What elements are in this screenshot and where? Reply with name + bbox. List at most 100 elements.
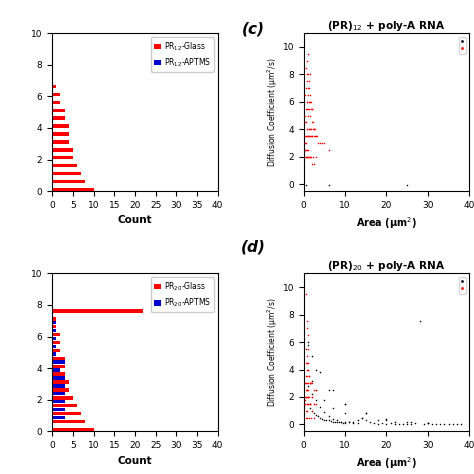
Point xyxy=(302,414,310,421)
Point xyxy=(304,366,312,374)
Point xyxy=(441,420,448,428)
Bar xyxy=(52,404,77,408)
Point xyxy=(304,393,312,401)
Point xyxy=(303,77,311,85)
Point xyxy=(379,419,386,427)
Point xyxy=(304,341,312,348)
Point xyxy=(303,132,311,140)
Point xyxy=(457,420,465,428)
Bar xyxy=(52,191,164,195)
Point xyxy=(391,418,399,426)
Point xyxy=(308,132,315,140)
Point xyxy=(307,126,314,133)
Point xyxy=(303,386,310,394)
Point xyxy=(358,414,365,421)
Point xyxy=(306,380,314,387)
Point xyxy=(303,153,311,161)
Point xyxy=(337,419,345,426)
Point xyxy=(304,325,311,332)
Point xyxy=(339,419,347,427)
Point xyxy=(304,153,311,161)
Point xyxy=(325,417,332,424)
Bar xyxy=(52,408,64,411)
Y-axis label: Diffusion Coefficient (μm$^2$/s): Diffusion Coefficient (μm$^2$/s) xyxy=(265,57,280,167)
Point xyxy=(304,132,312,140)
Point xyxy=(302,146,310,154)
Bar xyxy=(52,345,56,348)
Bar xyxy=(52,109,64,112)
Point xyxy=(325,386,332,394)
Point xyxy=(453,420,461,428)
Point xyxy=(304,98,311,106)
Point xyxy=(403,420,411,428)
Title: (PR)$_{12}$ + poly-A RNA: (PR)$_{12}$ + poly-A RNA xyxy=(328,19,446,33)
Point xyxy=(313,132,321,140)
Point xyxy=(303,352,311,360)
Point xyxy=(383,417,390,424)
Point xyxy=(308,105,315,112)
Point xyxy=(302,407,310,415)
Bar xyxy=(52,337,56,340)
Point xyxy=(304,71,311,78)
Point xyxy=(325,181,332,189)
Point xyxy=(310,400,318,408)
Point xyxy=(304,132,312,140)
Point xyxy=(301,146,309,154)
Point xyxy=(383,420,390,428)
Point xyxy=(309,126,317,133)
Bar xyxy=(52,85,56,88)
Point xyxy=(312,153,320,161)
Point xyxy=(317,139,324,147)
Point xyxy=(304,386,311,394)
Point xyxy=(304,345,312,353)
Point xyxy=(341,410,349,417)
Legend: PR$_{12}$-Glass, PR$_{12}$-APTMS: PR$_{12}$-Glass, PR$_{12}$-APTMS xyxy=(151,37,214,72)
Point xyxy=(370,419,378,427)
Bar xyxy=(52,156,73,159)
Point xyxy=(303,146,310,154)
Bar xyxy=(52,376,64,380)
Point xyxy=(302,373,310,380)
Point xyxy=(306,400,313,408)
Point xyxy=(308,414,315,421)
X-axis label: Area (μm$^2$): Area (μm$^2$) xyxy=(356,456,417,472)
Bar xyxy=(52,132,69,136)
Bar xyxy=(52,353,56,356)
Point xyxy=(310,400,318,408)
Point xyxy=(416,318,423,325)
Point xyxy=(302,380,310,387)
Point xyxy=(403,181,411,189)
Point xyxy=(303,98,310,106)
Point xyxy=(304,393,312,401)
Y-axis label: Diffusion Coefficient (μm$^2$/s): Diffusion Coefficient (μm$^2$/s) xyxy=(265,298,280,407)
Bar xyxy=(52,365,64,368)
Point xyxy=(302,393,310,401)
Point xyxy=(350,419,357,427)
Point xyxy=(304,50,312,57)
Point xyxy=(346,419,353,426)
Bar xyxy=(52,388,69,392)
Point xyxy=(428,420,436,428)
Point xyxy=(308,377,316,384)
Point xyxy=(374,420,382,428)
Point xyxy=(308,391,316,398)
Point xyxy=(304,380,311,387)
Point xyxy=(304,359,311,366)
Legend: , : , xyxy=(459,277,466,294)
Bar xyxy=(52,309,143,313)
Bar xyxy=(52,321,56,324)
Point xyxy=(304,380,312,387)
Point xyxy=(306,91,314,99)
Point xyxy=(403,418,411,426)
Point xyxy=(341,419,349,427)
Point xyxy=(308,407,316,415)
Point xyxy=(310,386,318,394)
Point xyxy=(307,380,314,387)
Bar xyxy=(52,140,69,144)
Point xyxy=(304,338,312,346)
Point xyxy=(303,393,310,401)
Bar xyxy=(52,428,93,431)
Point xyxy=(387,419,394,427)
Point xyxy=(323,417,330,424)
Point xyxy=(306,400,314,408)
